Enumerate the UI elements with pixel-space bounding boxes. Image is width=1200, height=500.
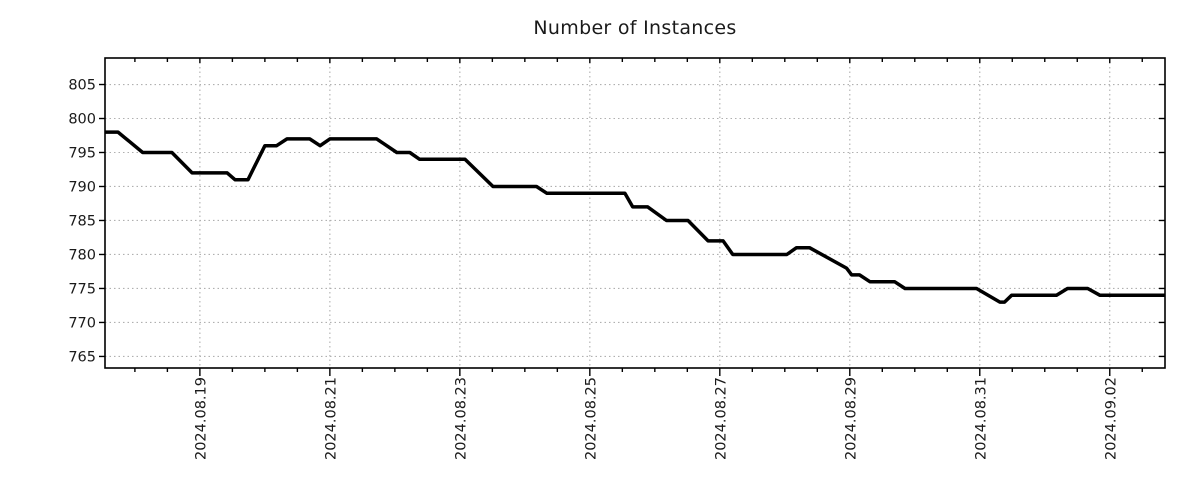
y-tick-label: 775 [68, 281, 96, 297]
y-tick-label: 800 [68, 112, 96, 128]
y-tick-label: 790 [68, 179, 96, 195]
series-line-instances [105, 130, 1165, 304]
y-tick-label: 780 [68, 247, 96, 263]
x-tick-label: 2024.08.23 [453, 377, 469, 460]
x-tick-label: 2024.08.19 [193, 377, 209, 460]
y-tick-label: 770 [68, 315, 96, 331]
y-tick-label: 785 [68, 213, 96, 229]
y-tick-label: 795 [68, 145, 96, 161]
chart-title: Number of Instances [533, 17, 737, 39]
x-tick-label: 2024.08.31 [973, 377, 989, 460]
x-tick-label: 2024.08.29 [843, 377, 859, 460]
plot-border [104, 57, 1166, 369]
x-tick-label: 2024.08.25 [583, 377, 599, 460]
y-tick-label: 765 [68, 349, 96, 365]
x-tick-label: 2024.08.27 [713, 377, 729, 460]
y-tick-label: 805 [68, 78, 96, 94]
x-tick-label: 2024.09.02 [1103, 377, 1119, 460]
x-tick-label: 2024.08.21 [323, 377, 339, 460]
